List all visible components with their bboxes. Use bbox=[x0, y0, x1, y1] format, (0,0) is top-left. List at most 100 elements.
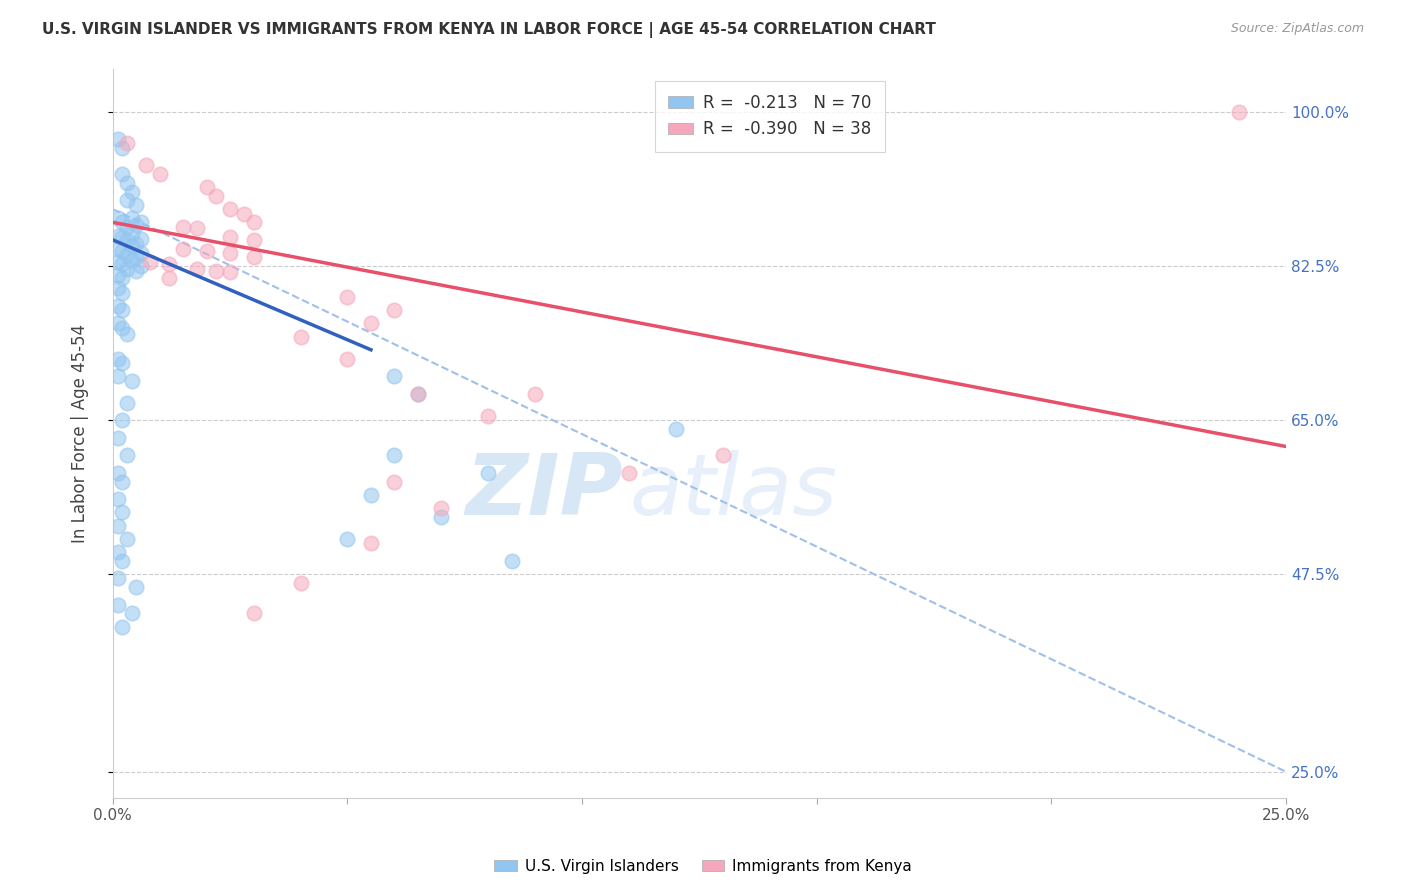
Point bbox=[121, 607, 143, 621]
Point bbox=[129, 246, 152, 260]
Point bbox=[233, 206, 256, 220]
Point bbox=[336, 532, 359, 546]
Point bbox=[107, 431, 129, 445]
Point bbox=[430, 501, 453, 516]
Point bbox=[107, 598, 129, 612]
Point bbox=[115, 532, 138, 546]
Point bbox=[107, 492, 129, 507]
Point bbox=[665, 422, 688, 436]
Point bbox=[219, 246, 242, 260]
Point bbox=[186, 221, 208, 235]
Point bbox=[477, 466, 499, 480]
Point bbox=[157, 270, 180, 285]
Point bbox=[111, 303, 134, 318]
Point bbox=[290, 575, 312, 590]
Point bbox=[121, 253, 143, 268]
Point bbox=[501, 554, 523, 568]
Y-axis label: In Labor Force | Age 45-54: In Labor Force | Age 45-54 bbox=[72, 324, 89, 543]
Point bbox=[111, 475, 134, 489]
Point bbox=[121, 185, 143, 199]
Point bbox=[121, 239, 143, 253]
Point bbox=[360, 317, 382, 331]
Point bbox=[384, 448, 406, 462]
Point bbox=[115, 136, 138, 151]
Point bbox=[125, 251, 148, 265]
Text: Source: ZipAtlas.com: Source: ZipAtlas.com bbox=[1230, 22, 1364, 36]
Point bbox=[524, 386, 547, 401]
Point bbox=[617, 466, 640, 480]
Point bbox=[107, 518, 129, 533]
Point bbox=[430, 509, 453, 524]
Point bbox=[219, 202, 242, 216]
Point bbox=[115, 194, 138, 208]
Point bbox=[107, 255, 129, 269]
Point bbox=[172, 219, 194, 234]
Point bbox=[111, 244, 134, 259]
Point bbox=[111, 230, 134, 244]
Point bbox=[107, 228, 129, 243]
Point bbox=[336, 351, 359, 366]
Point bbox=[107, 317, 129, 331]
Point bbox=[384, 475, 406, 489]
Point bbox=[121, 374, 143, 388]
Point bbox=[107, 571, 129, 585]
Point bbox=[125, 580, 148, 594]
Point bbox=[125, 237, 148, 252]
Point bbox=[107, 545, 129, 559]
Point bbox=[111, 141, 134, 155]
Point bbox=[111, 620, 134, 634]
Point bbox=[121, 227, 143, 241]
Point bbox=[121, 211, 143, 225]
Text: atlas: atlas bbox=[628, 450, 837, 533]
Point bbox=[115, 233, 138, 247]
Point bbox=[242, 215, 264, 229]
Point bbox=[111, 413, 134, 427]
Point bbox=[107, 132, 129, 146]
Text: ZIP: ZIP bbox=[465, 450, 623, 533]
Point bbox=[115, 176, 138, 190]
Text: U.S. VIRGIN ISLANDER VS IMMIGRANTS FROM KENYA IN LABOR FORCE | AGE 45-54 CORRELA: U.S. VIRGIN ISLANDER VS IMMIGRANTS FROM … bbox=[42, 22, 936, 38]
Point bbox=[111, 321, 134, 335]
Point bbox=[290, 329, 312, 343]
Point bbox=[111, 356, 134, 370]
Point bbox=[115, 395, 138, 409]
Point bbox=[149, 167, 172, 181]
Point bbox=[477, 409, 499, 423]
Legend: R =  -0.213   N = 70, R =  -0.390   N = 38: R = -0.213 N = 70, R = -0.390 N = 38 bbox=[655, 80, 884, 152]
Point bbox=[336, 290, 359, 304]
Point bbox=[115, 248, 138, 262]
Point bbox=[135, 158, 157, 172]
Point bbox=[111, 215, 134, 229]
Point bbox=[129, 260, 152, 274]
Point bbox=[107, 268, 129, 282]
Point bbox=[125, 198, 148, 212]
Point bbox=[107, 242, 129, 256]
Point bbox=[115, 448, 138, 462]
Point bbox=[1227, 105, 1250, 120]
Point bbox=[195, 244, 218, 259]
Point bbox=[115, 261, 138, 276]
Point bbox=[107, 281, 129, 295]
Point bbox=[205, 189, 228, 203]
Point bbox=[111, 167, 134, 181]
Point bbox=[219, 265, 242, 279]
Point bbox=[242, 607, 264, 621]
Point bbox=[111, 285, 134, 300]
Point bbox=[205, 263, 228, 277]
Point bbox=[172, 242, 194, 256]
Point bbox=[186, 261, 208, 276]
Point bbox=[384, 369, 406, 384]
Point bbox=[711, 448, 734, 462]
Point bbox=[242, 251, 264, 265]
Point bbox=[111, 505, 134, 519]
Point bbox=[139, 255, 162, 269]
Point bbox=[129, 232, 152, 246]
Legend: U.S. Virgin Islanders, Immigrants from Kenya: U.S. Virgin Islanders, Immigrants from K… bbox=[488, 853, 918, 880]
Point bbox=[111, 554, 134, 568]
Point bbox=[107, 466, 129, 480]
Point bbox=[107, 369, 129, 384]
Point bbox=[125, 218, 148, 232]
Point bbox=[111, 257, 134, 271]
Point bbox=[157, 257, 180, 271]
Point bbox=[111, 270, 134, 285]
